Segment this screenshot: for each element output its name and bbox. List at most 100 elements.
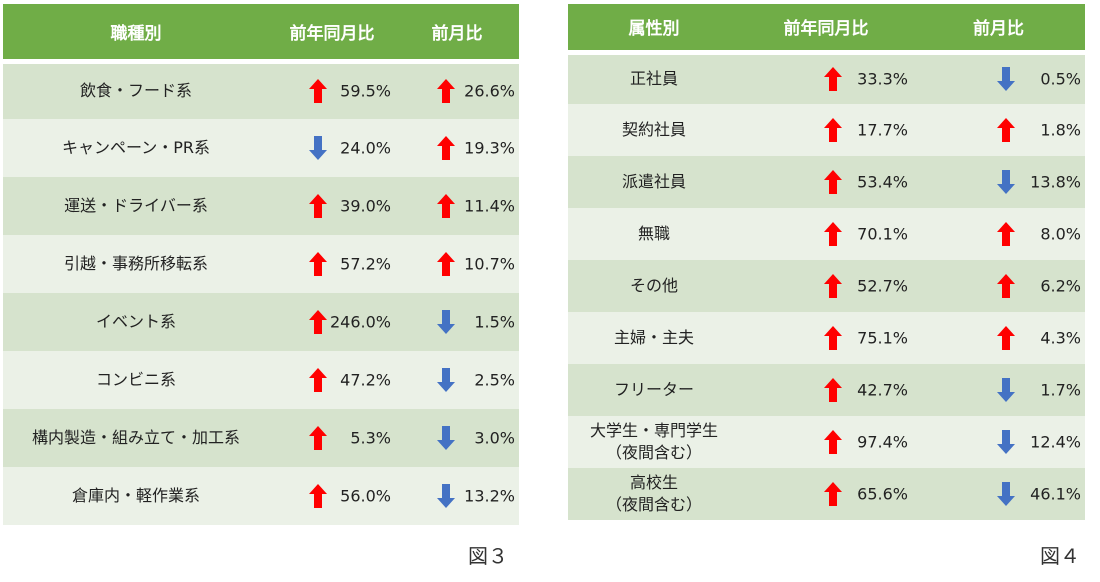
yoy-value: 33.3% xyxy=(857,69,908,89)
table-row: 倉庫内・軽作業系 56.0% 13.2% xyxy=(3,467,519,525)
arrow-down-icon xyxy=(437,310,455,334)
mom-cell: 46.1% xyxy=(912,468,1085,520)
arrow-up-icon xyxy=(309,310,327,334)
yoy-cell: 53.4% xyxy=(740,156,912,208)
row-label: 引越・事務所移転系 xyxy=(3,235,269,293)
figure-caption-4: 図４ xyxy=(1040,544,1080,568)
table-header-row: 職種別 前年同月比 前月比 xyxy=(3,4,519,64)
mom-value: 13.8% xyxy=(1030,172,1081,192)
yoy-value: 75.1% xyxy=(857,328,908,348)
row-label: 構内製造・組み立て・加工系 xyxy=(3,409,269,467)
yoy-cell: 97.4% xyxy=(740,416,912,468)
yoy-cell: 17.7% xyxy=(740,104,912,156)
yoy-cell: 42.7% xyxy=(740,364,912,416)
table-row: 引越・事務所移転系 57.2% 10.7% xyxy=(3,235,519,293)
attribute-table: 属性別 前年同月比 前月比 正社員 33.3% 0.5% 契約社員 17.7% 1.8% 派… xyxy=(568,4,1085,520)
arrow-up-icon xyxy=(309,426,327,450)
row-label: 正社員 xyxy=(568,52,740,104)
arrow-down-icon xyxy=(997,430,1015,454)
arrow-up-icon xyxy=(437,136,455,160)
yoy-cell: 47.2% xyxy=(269,351,395,409)
yoy-cell: 52.7% xyxy=(740,260,912,312)
arrow-down-icon xyxy=(309,136,327,160)
arrow-up-icon xyxy=(824,430,842,454)
yoy-cell: 59.5% xyxy=(269,61,395,119)
row-label: 派遣社員 xyxy=(568,156,740,208)
arrow-down-icon xyxy=(997,378,1015,402)
yoy-value: 47.2% xyxy=(340,370,391,390)
arrow-up-icon xyxy=(437,252,455,276)
row-label: キャンペーン・PR系 xyxy=(3,119,269,177)
yoy-cell: 65.6% xyxy=(740,468,912,520)
mom-value: 2.5% xyxy=(474,370,515,390)
table-row: その他 52.7% 6.2% xyxy=(568,260,1085,312)
mom-value: 26.6% xyxy=(464,81,515,101)
yoy-value: 65.6% xyxy=(857,484,908,504)
mom-cell: 11.4% xyxy=(395,177,519,235)
table-row: キャンペーン・PR系 24.0% 19.3% xyxy=(3,119,519,177)
mom-value: 1.7% xyxy=(1040,380,1081,400)
row-label: 契約社員 xyxy=(568,104,740,156)
column-header-mom: 前月比 xyxy=(912,4,1085,55)
table-row: 大学生・専門学生 （夜間含む） 97.4% 12.4% xyxy=(568,416,1085,468)
mom-value: 8.0% xyxy=(1040,224,1081,244)
row-label: 主婦・主夫 xyxy=(568,312,740,364)
yoy-cell: 246.0% xyxy=(269,293,395,351)
table-row: 運送・ドライバー系 39.0% 11.4% xyxy=(3,177,519,235)
arrow-up-icon xyxy=(437,79,455,104)
arrow-down-icon xyxy=(997,170,1015,194)
yoy-value: 57.2% xyxy=(340,254,391,274)
mom-cell: 4.3% xyxy=(912,312,1085,364)
column-header-mom: 前月比 xyxy=(395,4,519,64)
row-label: 運送・ドライバー系 xyxy=(3,177,269,235)
mom-cell: 8.0% xyxy=(912,208,1085,260)
row-label: 無職 xyxy=(568,208,740,260)
yoy-cell: 24.0% xyxy=(269,119,395,177)
mom-value: 1.5% xyxy=(474,312,515,332)
yoy-cell: 33.3% xyxy=(740,52,912,104)
mom-cell: 1.7% xyxy=(912,364,1085,416)
arrow-up-icon xyxy=(997,118,1015,142)
yoy-value: 5.3% xyxy=(350,428,391,448)
arrow-up-icon xyxy=(437,194,455,218)
job-type-table: 職種別 前年同月比 前月比 飲食・フード系 59.5% 26.6% キャンペーン・PR… xyxy=(3,4,519,525)
table-row: フリーター 42.7% 1.7% xyxy=(568,364,1085,416)
arrow-down-icon xyxy=(437,484,455,508)
arrow-up-icon xyxy=(824,118,842,142)
table-row: 高校生 （夜間含む） 65.6% 46.1% xyxy=(568,468,1085,520)
yoy-value: 52.7% xyxy=(857,276,908,296)
yoy-cell: 57.2% xyxy=(269,235,395,293)
mom-cell: 13.2% xyxy=(395,467,519,525)
row-label: 大学生・専門学生 （夜間含む） xyxy=(568,416,740,468)
table-row: 飲食・フード系 59.5% 26.6% xyxy=(3,61,519,119)
row-label: 飲食・フード系 xyxy=(3,61,269,119)
yoy-value: 42.7% xyxy=(857,380,908,400)
table-row: 無職 70.1% 8.0% xyxy=(568,208,1085,260)
yoy-value: 56.0% xyxy=(340,486,391,506)
mom-value: 46.1% xyxy=(1030,484,1081,504)
mom-value: 0.5% xyxy=(1040,69,1081,89)
arrow-down-icon xyxy=(997,67,1015,92)
yoy-cell: 39.0% xyxy=(269,177,395,235)
yoy-cell: 70.1% xyxy=(740,208,912,260)
arrow-up-icon xyxy=(824,326,842,350)
mom-value: 10.7% xyxy=(464,254,515,274)
row-label: フリーター xyxy=(568,364,740,416)
yoy-value: 39.0% xyxy=(340,196,391,216)
row-label: コンビニ系 xyxy=(3,351,269,409)
mom-cell: 19.3% xyxy=(395,119,519,177)
arrow-up-icon xyxy=(824,482,842,506)
arrow-up-icon xyxy=(997,222,1015,246)
arrow-up-icon xyxy=(309,252,327,276)
mom-value: 19.3% xyxy=(464,138,515,158)
arrow-up-icon xyxy=(309,484,327,508)
figure-caption-3: 図３ xyxy=(468,544,508,568)
arrow-up-icon xyxy=(824,274,842,298)
arrow-up-icon xyxy=(824,67,842,92)
table-row: 契約社員 17.7% 1.8% xyxy=(568,104,1085,156)
column-header-yoy: 前年同月比 xyxy=(269,4,395,64)
arrow-down-icon xyxy=(997,482,1015,506)
table-row: 構内製造・組み立て・加工系 5.3% 3.0% xyxy=(3,409,519,467)
row-label: 倉庫内・軽作業系 xyxy=(3,467,269,525)
mom-cell: 3.0% xyxy=(395,409,519,467)
